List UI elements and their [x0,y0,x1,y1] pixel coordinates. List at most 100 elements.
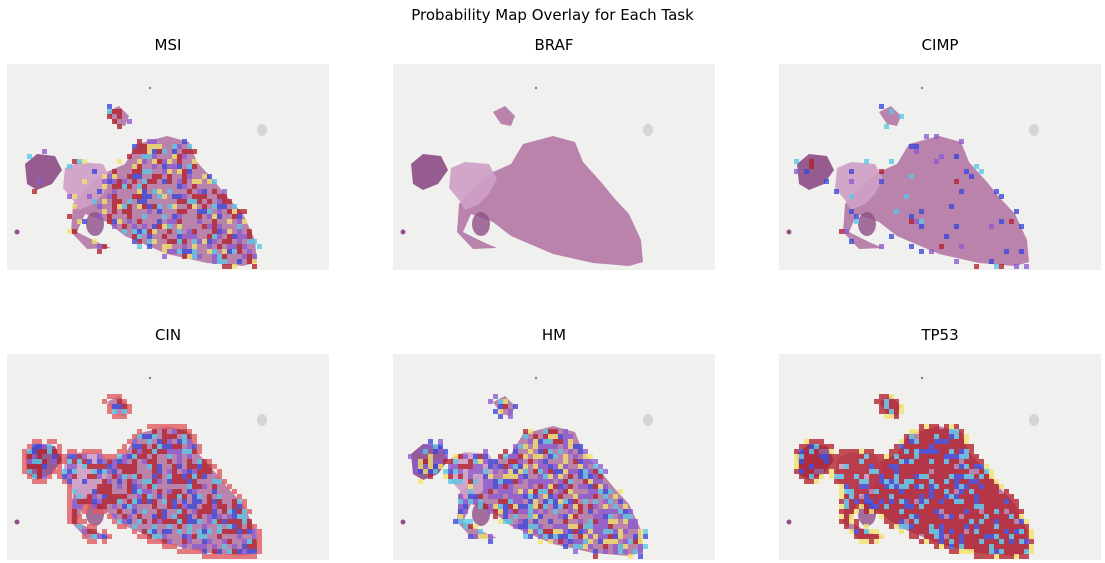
probability-tile [984,514,989,519]
probability-tile [212,214,217,219]
probability-tile [864,464,869,469]
probability-tile [964,504,969,509]
probability-tile [503,499,508,504]
probability-tile [809,474,814,479]
probability-tile [177,164,182,169]
probability-tile [468,489,473,494]
probability-tile [974,539,979,544]
probability-tile [954,509,959,514]
probability-tile [142,189,147,194]
probability-tile [187,144,192,149]
probability-tile [548,454,553,459]
probability-tile [874,539,879,544]
probability-tile [237,249,242,254]
probability-tile [172,214,177,219]
probability-tile [67,514,72,519]
probability-tile [894,399,899,404]
probability-tile [137,449,142,454]
probability-tile [939,244,944,249]
probability-tile [633,524,638,529]
probability-tile [77,494,82,499]
probability-tile [593,459,598,464]
probability-tile [829,454,834,459]
probability-tile [498,454,503,459]
probability-tile [217,194,222,199]
probability-tile [924,494,929,499]
probability-tile [528,499,533,504]
probability-tile [929,499,934,504]
probability-tile [934,449,939,454]
probability-tile [162,254,167,259]
probability-tile [563,489,568,494]
probability-tile [899,494,904,499]
probability-tile [428,454,433,459]
probability-tile [102,504,107,509]
probability-tile [578,519,583,524]
probability-tile [844,519,849,524]
probability-tile [869,509,874,514]
probability-tile [498,479,503,484]
probability-tile [568,474,573,479]
probability-tile [909,524,914,529]
probability-tile [172,219,177,224]
probability-tile [37,464,42,469]
probability-tile [182,174,187,179]
probability-tile [929,504,934,509]
probability-tile [1024,519,1029,524]
probability-tile [904,449,909,454]
probability-tile [162,244,167,249]
probability-tile [217,554,222,559]
probability-tile [22,454,27,459]
probability-tile [934,514,939,519]
probability-tile [593,554,598,559]
probability-tile [854,519,859,524]
probability-tile [132,484,137,489]
probability-tile [122,399,127,404]
probability-tile [152,529,157,534]
probability-tile [909,519,914,524]
probability-tile [578,544,583,549]
probability-tile [92,534,97,539]
probability-tile [37,179,42,184]
probability-tile [839,499,844,504]
probability-tile [117,414,122,419]
probability-tile [839,469,844,474]
probability-tile [929,459,934,464]
probability-tile [177,514,182,519]
probability-tile [102,499,107,504]
probability-tile [829,469,834,474]
probability-tile [949,544,954,549]
probability-tile [127,404,132,409]
probability-tile [32,454,37,459]
tissue-region [858,212,876,236]
probability-tile [67,449,72,454]
probability-tile [994,264,999,269]
probability-tile [122,494,127,499]
probability-tile [142,479,147,484]
probability-tile [127,174,132,179]
probability-tile [137,189,142,194]
probability-tile [919,474,924,479]
probability-tile [157,464,162,469]
probability-tile [127,184,132,189]
probability-tile [237,524,242,529]
probability-tile [182,434,187,439]
probability-tile [889,524,894,529]
probability-tile [212,259,217,264]
probability-tile [964,539,969,544]
probability-tile [162,169,167,174]
probability-tile [849,494,854,499]
probability-tile [974,529,979,534]
probability-tile [854,214,859,219]
probability-tile [117,404,122,409]
probability-tile [869,529,874,534]
probability-tile [167,454,172,459]
probability-tile [919,454,924,459]
probability-tile [187,534,192,539]
probability-tile [924,529,929,534]
probability-tile [237,214,242,219]
probability-tile [954,454,959,459]
probability-tile [72,469,77,474]
probability-tile [167,159,172,164]
probability-tile [543,509,548,514]
